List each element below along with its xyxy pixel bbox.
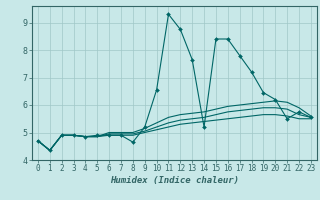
X-axis label: Humidex (Indice chaleur): Humidex (Indice chaleur) — [110, 176, 239, 185]
